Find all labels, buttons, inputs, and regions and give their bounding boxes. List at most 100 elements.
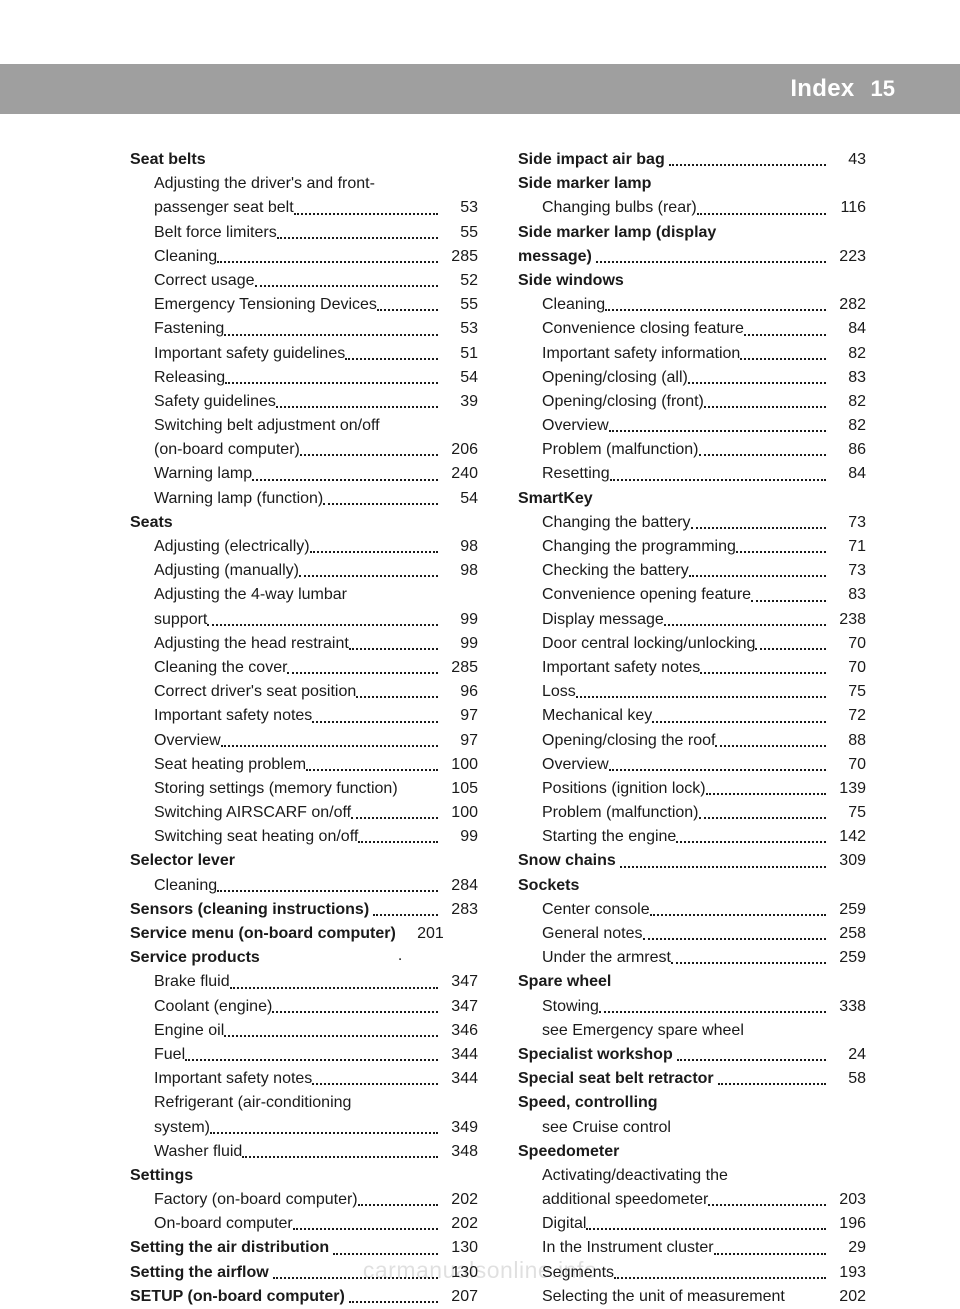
index-entry: Adjusting (electrically) 98 <box>130 535 478 558</box>
leader-dots <box>669 164 826 166</box>
index-entry: Convenience closing feature84 <box>518 317 866 340</box>
index-entry-page: 83 <box>830 366 866 389</box>
leader-dots <box>691 527 826 529</box>
index-entry: Switching seat heating on/off99 <box>130 825 478 848</box>
index-entry: General notes258 <box>518 922 866 945</box>
index-entry-label: Emergency Tensioning Devices <box>154 293 377 316</box>
index-entry-page: 338 <box>830 995 866 1018</box>
leader-dots <box>596 261 826 263</box>
index-entry: SETUP (on-board computer)207 <box>130 1285 478 1308</box>
leader-dots <box>785 1302 826 1303</box>
index-entry-page: 207 <box>442 1285 478 1308</box>
index-entry-label: see Emergency spare wheel <box>542 1019 744 1042</box>
index-entry-page: 84 <box>830 462 866 485</box>
index-entry-label: Stowing <box>542 995 599 1018</box>
index-entry: Overview70 <box>518 753 866 776</box>
index-entry-page: 52 <box>442 269 478 292</box>
index-entry: Changing the programming 71 <box>518 535 866 558</box>
leader-dots <box>699 454 827 456</box>
index-entry: Important safety notes97 <box>130 704 478 727</box>
index-entry-page: 39 <box>442 390 478 413</box>
index-entry-label: Changing the programming <box>542 535 736 558</box>
leader-dots <box>224 1035 438 1037</box>
index-entry: Opening/closing (all)83 <box>518 366 866 389</box>
index-entry: On-board computer202 <box>130 1212 478 1235</box>
index-entry: Service menu (on-board computer).201 <box>130 922 478 945</box>
leader-dots <box>744 334 826 336</box>
index-entry-label: Factory (on-board computer) <box>154 1188 358 1211</box>
index-entry: Emergency Tensioning Devices55 <box>130 293 478 316</box>
index-entry: Selecting the unit of measurement202 <box>518 1285 866 1308</box>
index-entry-page: 309 <box>830 849 866 872</box>
index-entry-page: 55 <box>442 221 478 244</box>
index-entry-label: Convenience opening feature <box>542 583 751 606</box>
leader-dots: . <box>398 944 406 945</box>
index-entry-label: Refrigerant (air-conditioning <box>154 1091 351 1114</box>
index-entry-page: 283 <box>442 898 478 921</box>
leader-dots <box>586 1228 826 1230</box>
index-entry-label: Selecting the unit of measurement <box>542 1285 785 1308</box>
leader-dots <box>708 1204 826 1206</box>
index-entry-label: Center console <box>542 898 650 921</box>
index-entry-label: Sensors (cleaning instructions) <box>130 898 369 921</box>
index-entry: Specialist workshop24 <box>518 1043 866 1066</box>
index-entry-label: Display message <box>542 608 664 631</box>
leader-dots <box>689 575 826 577</box>
index-entry: Important safety notes70 <box>518 656 866 679</box>
index-entry-page: 284 <box>442 874 478 897</box>
index-entry-page: 84 <box>830 317 866 340</box>
index-entry-label: Overview <box>542 753 609 776</box>
index-entry: Changing the battery73 <box>518 511 866 534</box>
index-entry: Important safety notes344 <box>130 1067 478 1090</box>
index-heading: SmartKey <box>518 487 866 510</box>
index-entry-label: Adjusting (electrically) <box>154 535 310 558</box>
index-entry-page: 285 <box>442 245 478 268</box>
leader-dots <box>299 575 438 577</box>
leader-dots <box>620 866 826 868</box>
leader-dots <box>276 406 438 408</box>
index-entry-label: Switching seat heating on/off <box>154 825 358 848</box>
index-entry: Washer fluid348 <box>130 1140 478 1163</box>
index-column-left: Seat beltsAdjusting the driver's and fro… <box>130 148 478 1309</box>
leader-dots <box>643 938 826 940</box>
index-entry-page: 96 <box>442 680 478 703</box>
index-entry-label: Mechanical key <box>542 704 652 727</box>
index-heading: Side marker lamp <box>518 172 866 195</box>
index-entry-page: 71 <box>830 535 866 558</box>
leader-dots <box>356 696 438 698</box>
index-heading: Seats <box>130 511 478 534</box>
leader-dots <box>718 1083 826 1085</box>
index-entry-label: Checking the battery <box>542 559 689 582</box>
leader-dots <box>609 769 826 771</box>
index-entry-label: Resetting <box>542 462 610 485</box>
index-entry: Side marker lamp (display <box>518 221 866 244</box>
index-entry-page: 282 <box>830 293 866 316</box>
index-entry-page: 223 <box>830 245 866 268</box>
index-entry-label: General notes <box>542 922 643 945</box>
leader-dots <box>224 334 438 336</box>
index-entry-page: 344 <box>442 1067 478 1090</box>
index-entry-label: Changing the battery <box>542 511 691 534</box>
index-entry-label: Storing settings (memory function) <box>154 777 398 800</box>
index-entry-page: 98 <box>442 559 478 582</box>
index-entry: Cleaning the cover285 <box>130 656 478 679</box>
leader-dots <box>664 624 826 626</box>
index-entry: Center console259 <box>518 898 866 921</box>
index-entry-label: Cleaning <box>542 293 605 316</box>
index-entry-label: Side impact air bag <box>518 148 665 171</box>
index-entry-label: Cleaning <box>154 245 217 268</box>
index-entry-page: 83 <box>830 583 866 606</box>
index-entry-page: 98 <box>442 535 478 558</box>
index-heading: Speed, controlling <box>518 1091 866 1114</box>
index-entry-page: 99 <box>442 632 478 655</box>
index-entry: Brake fluid347 <box>130 970 478 993</box>
index-entry: passenger seat belt53 <box>130 196 478 219</box>
leader-dots <box>755 648 826 650</box>
index-entry-label: see Cruise control <box>542 1116 671 1139</box>
index-entry: Important safety guidelines51 <box>130 342 478 365</box>
index-entry-label: On-board computer <box>154 1212 293 1235</box>
index-entry: Adjusting the driver's and front- <box>130 172 478 195</box>
index-entry: Important safety information82 <box>518 342 866 365</box>
index-entry-page: 97 <box>442 729 478 752</box>
index-entry-label: message) <box>518 245 592 268</box>
